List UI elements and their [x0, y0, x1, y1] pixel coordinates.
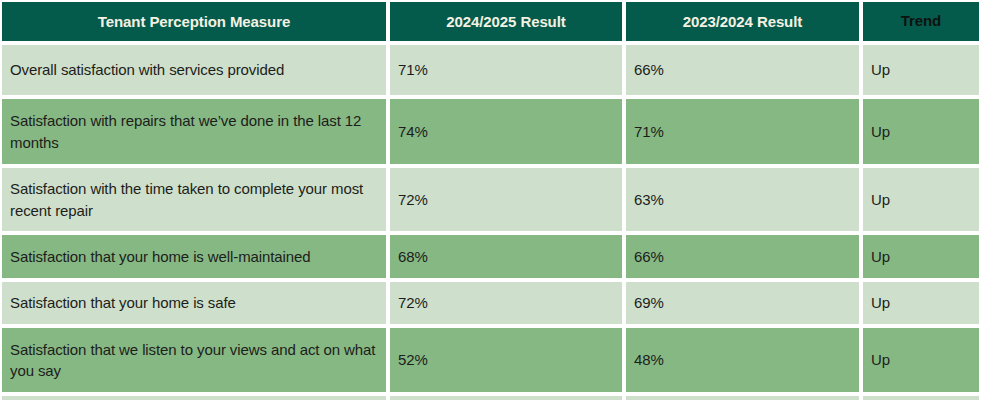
tenant-perception-table-page: Tenant Perception Measure2024/2025 Resul… [0, 0, 981, 400]
cell-result-2024-2025: 71% [390, 45, 622, 95]
cell-result-2023-2024: 66% [626, 235, 859, 278]
cell-result-2023-2024: 71% [626, 99, 859, 164]
cell-measure: Overall satisfaction with services provi… [2, 45, 386, 95]
column-header-trend: Trend [863, 2, 979, 41]
cell-result-2023-2024: 63% [626, 168, 859, 231]
cell-measure: Satisfaction that your home is safe [2, 282, 386, 324]
cell-result-2024-2025: 68% [390, 235, 622, 278]
cell-result-2023-2024: 66% [626, 45, 859, 95]
cell-trend: Up [863, 45, 979, 95]
column-header-result-2023-2024: 2023/2024 Result [626, 2, 859, 41]
cell-result-2024-2025: 74% [390, 99, 622, 164]
cell-result-2024-2025: 72% [390, 168, 622, 231]
cell-measure: Satisfaction with the time taken to comp… [2, 168, 386, 231]
partial-next-row-cell [626, 396, 859, 400]
cell-trend: Up [863, 328, 979, 392]
partial-next-row-cell [863, 396, 979, 400]
cell-result-2023-2024: 48% [626, 328, 859, 392]
cell-measure: Satisfaction that your home is well-main… [2, 235, 386, 278]
column-header-result-2024-2025: 2024/2025 Result [390, 2, 622, 41]
partial-next-row-cell [390, 396, 622, 400]
cell-result-2024-2025: 72% [390, 282, 622, 324]
cell-trend: Up [863, 168, 979, 231]
cell-trend: Up [863, 282, 979, 324]
partial-next-row-cell [2, 396, 386, 400]
cell-result-2023-2024: 69% [626, 282, 859, 324]
cell-measure: Satisfaction with repairs that we’ve don… [2, 99, 386, 164]
column-header-measure: Tenant Perception Measure [2, 2, 386, 41]
cell-trend: Up [863, 235, 979, 278]
cell-measure: Satisfaction that we listen to your view… [2, 328, 386, 392]
cell-trend: Up [863, 99, 979, 164]
tenant-perception-table: Tenant Perception Measure2024/2025 Resul… [0, 0, 977, 400]
cell-result-2024-2025: 52% [390, 328, 622, 392]
